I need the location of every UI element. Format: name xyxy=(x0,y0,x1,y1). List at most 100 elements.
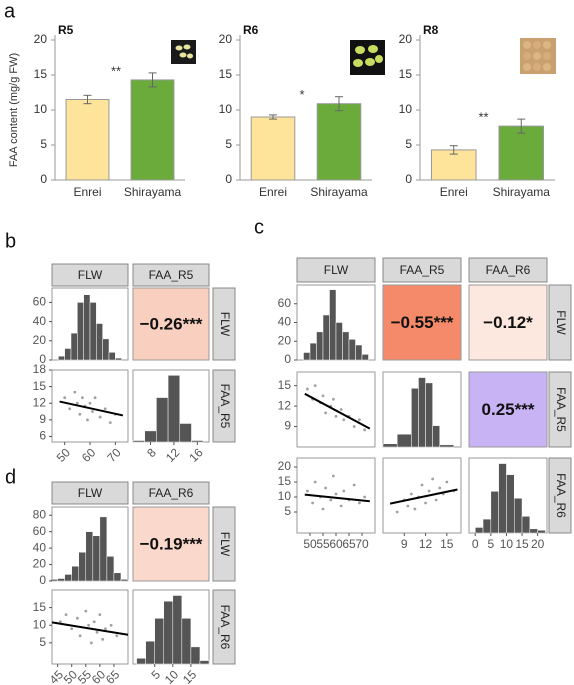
histogram-bar xyxy=(163,600,174,665)
y-tick-label: 0 xyxy=(225,172,232,186)
x-tick-label: 60 xyxy=(79,445,99,465)
scatter-point xyxy=(324,411,327,415)
x-tick-label: 70 xyxy=(355,537,369,551)
histogram-bar xyxy=(529,528,538,534)
scatter-point xyxy=(98,613,102,617)
strip-label: FAA_R5 xyxy=(554,387,568,432)
histogram-bar xyxy=(411,387,419,448)
fit-line xyxy=(389,488,458,505)
scatter-point xyxy=(363,428,366,432)
scatter-point xyxy=(98,415,102,419)
histogram-bar xyxy=(322,314,330,361)
histogram-bar xyxy=(474,527,484,534)
correlation-label: −0.55*** xyxy=(391,313,454,332)
strip-header xyxy=(548,284,572,361)
strip-label: FLW xyxy=(218,312,232,337)
x-tick-label: 50 xyxy=(54,445,74,465)
scatter-point xyxy=(431,477,435,481)
histogram-bar xyxy=(89,302,97,361)
y-tick-label: 20 xyxy=(33,333,47,347)
panel-label: a xyxy=(4,0,16,22)
bar xyxy=(498,125,545,181)
scatter-point xyxy=(68,407,72,411)
strip-label: FLW xyxy=(554,310,568,335)
scatter-point xyxy=(92,620,96,624)
panel-label: d xyxy=(5,466,16,488)
cell-frame xyxy=(51,369,129,443)
histogram-bar xyxy=(108,352,116,361)
y-tick-label: 15 xyxy=(278,474,292,488)
histogram-bar xyxy=(309,342,317,361)
scatter-point xyxy=(306,387,309,391)
scatter-point xyxy=(420,483,424,487)
y-tick-label: 40 xyxy=(278,315,292,329)
scatter-point xyxy=(59,620,62,624)
histogram-bar xyxy=(145,640,155,665)
histogram-bar xyxy=(490,491,499,534)
scatter-point xyxy=(438,486,442,490)
y-tick-label: 15 xyxy=(278,378,292,392)
strip-label: FAA_R5 xyxy=(400,263,445,277)
fit-line xyxy=(304,493,370,503)
y-tick-label: 80 xyxy=(33,507,47,521)
chart-title: R6 xyxy=(243,23,259,37)
y-tick-label: 15 xyxy=(33,600,47,614)
x-tick-label: 15 xyxy=(440,537,454,551)
histogram-bar xyxy=(85,531,94,582)
strip-label: FAA_R6 xyxy=(149,486,194,500)
histogram-bar xyxy=(432,425,440,448)
y-tick-label: 40 xyxy=(33,540,47,554)
histogram-bar xyxy=(78,551,87,582)
histogram-bar xyxy=(382,443,398,448)
scatter-point xyxy=(395,510,399,514)
histogram-bar xyxy=(106,556,115,582)
histogram-bar xyxy=(77,302,84,361)
y-tick-label: 5 xyxy=(40,137,47,151)
y-tick-label: 20 xyxy=(278,333,292,347)
scatter-point xyxy=(311,501,314,505)
scatter-point xyxy=(109,623,113,627)
scatter-point xyxy=(75,616,79,620)
histogram-bar xyxy=(303,352,311,361)
scatter-point xyxy=(409,492,413,496)
strip-header xyxy=(132,263,210,287)
strip-label: FLW xyxy=(324,263,349,277)
fit-line xyxy=(51,621,129,636)
y-tick-label: 20 xyxy=(219,32,233,46)
y-tick-label: 5 xyxy=(39,635,46,649)
histogram-bar xyxy=(71,565,79,582)
histogram-bar xyxy=(154,618,165,665)
strip-header xyxy=(212,369,236,443)
correlation-cell xyxy=(132,506,210,582)
correlation-label: 0.25*** xyxy=(482,400,535,419)
correlation-cell xyxy=(382,284,462,361)
y-tick-label: 9 xyxy=(39,412,46,426)
histogram-bar xyxy=(179,423,192,443)
x-tick-label: 65 xyxy=(342,537,356,551)
histogram-bar xyxy=(64,574,72,582)
x-tick-label: 16 xyxy=(186,445,206,465)
y-tick-label: 0 xyxy=(284,352,291,366)
scatter-point xyxy=(87,623,90,627)
histogram-bar xyxy=(513,498,523,534)
histogram-bar xyxy=(172,595,183,665)
y-tick-label: 10 xyxy=(219,102,233,116)
scatter-point xyxy=(73,390,77,394)
histogram-bar xyxy=(83,294,91,361)
scatter-point xyxy=(334,492,338,496)
scatter-point xyxy=(108,421,112,425)
x-tick-label: 5 xyxy=(148,667,163,682)
scatter-point xyxy=(324,486,327,490)
strip-header xyxy=(212,589,236,665)
scatter-point xyxy=(334,414,338,418)
y-tick-label: 10 xyxy=(34,102,48,116)
cell-frame xyxy=(51,589,129,665)
panel-label: c xyxy=(254,216,264,238)
x-tick-label: 70 xyxy=(104,445,124,465)
bar xyxy=(430,149,477,181)
scatter-point xyxy=(78,634,82,638)
x-tick-label: 50 xyxy=(303,537,317,551)
histogram-bar xyxy=(506,474,515,534)
histogram-bar xyxy=(329,289,337,361)
